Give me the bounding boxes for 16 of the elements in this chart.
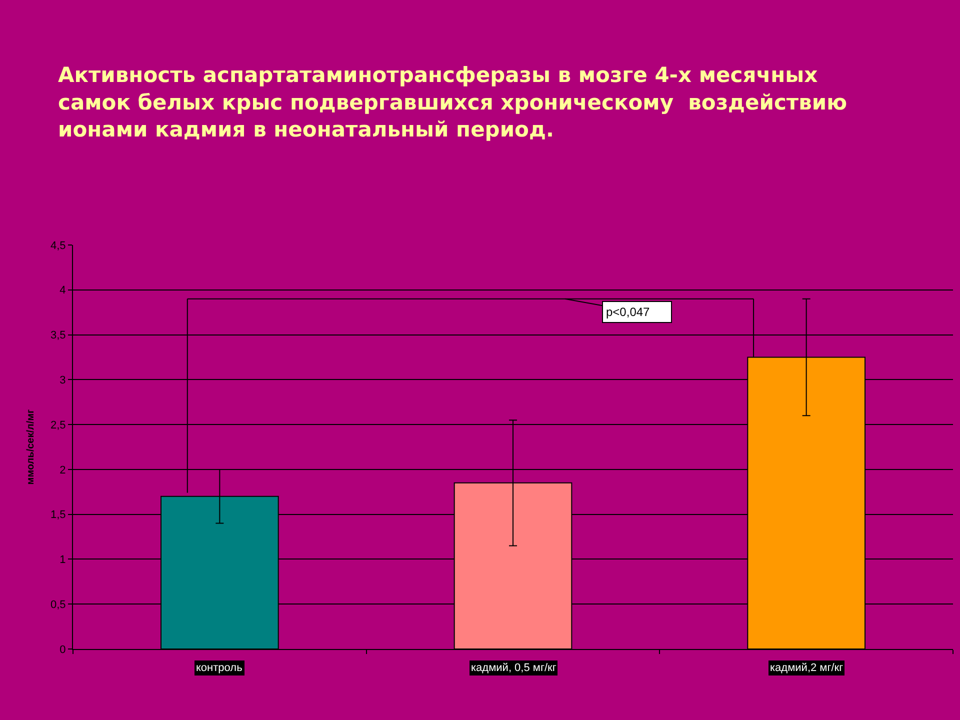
y-tick-label: 2,5 xyxy=(50,419,66,432)
y-tick-label: 1 xyxy=(60,554,66,566)
y-axis-title: ммоль/сек/л/мг xyxy=(26,409,37,485)
x-tick-label: кадмий, 0,5 мг/кг xyxy=(471,662,556,674)
ref-line-label: p<0,047 xyxy=(606,305,650,319)
x-tick-label: кадмий,2 мг/кг xyxy=(770,662,844,674)
y-tick-label: 1,5 xyxy=(50,509,66,522)
y-tick-label: 4 xyxy=(60,284,66,297)
y-tick-label: 2 xyxy=(60,464,66,476)
x-tick-label: контроль xyxy=(196,662,243,674)
y-tick-label: 4,5 xyxy=(50,240,66,252)
y-tick-label: 0,5 xyxy=(50,598,66,611)
y-tick-label: 3,5 xyxy=(50,330,66,342)
chart-title: Активность аспартатаминотрансферазы в мозге 4-х месячных самок белых крыс подвергавшихся хроническому воздействию ионами кадмия в неонатальный период. xyxy=(58,63,848,142)
y-tick-label: 0 xyxy=(60,644,66,656)
y-tick-label: 3 xyxy=(60,374,66,387)
